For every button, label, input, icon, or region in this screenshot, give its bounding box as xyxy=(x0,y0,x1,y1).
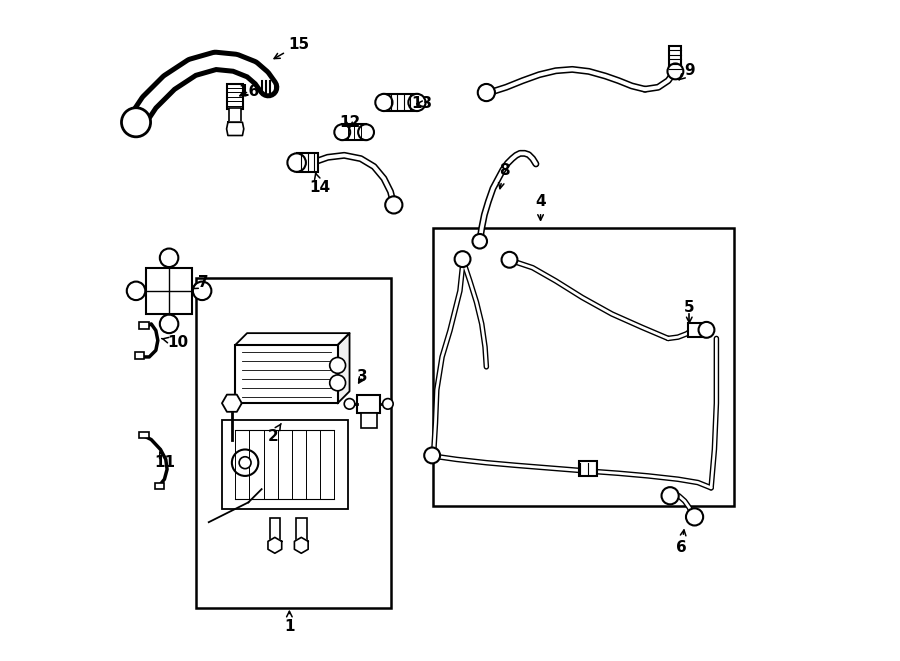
Bar xyxy=(297,153,318,172)
Bar xyxy=(384,94,417,111)
Bar xyxy=(357,395,380,413)
Bar xyxy=(140,322,148,329)
Bar xyxy=(670,46,681,71)
Circle shape xyxy=(287,153,306,172)
Bar xyxy=(434,228,734,506)
Text: 9: 9 xyxy=(679,63,695,80)
Circle shape xyxy=(686,508,703,525)
Text: 16: 16 xyxy=(238,84,260,98)
Circle shape xyxy=(424,447,440,463)
Bar xyxy=(222,420,347,509)
Text: 6: 6 xyxy=(676,530,687,555)
Polygon shape xyxy=(232,403,242,412)
Bar xyxy=(155,483,164,489)
Polygon shape xyxy=(222,395,232,403)
Bar xyxy=(579,461,598,476)
Polygon shape xyxy=(232,395,242,403)
Polygon shape xyxy=(222,403,232,412)
Circle shape xyxy=(344,399,355,409)
Text: 11: 11 xyxy=(154,452,175,470)
Circle shape xyxy=(409,94,426,111)
Polygon shape xyxy=(268,537,282,553)
Circle shape xyxy=(382,399,393,409)
Bar xyxy=(235,345,338,403)
Text: 14: 14 xyxy=(310,173,330,194)
Circle shape xyxy=(375,94,392,111)
Text: 5: 5 xyxy=(684,300,695,323)
Circle shape xyxy=(232,449,258,476)
Circle shape xyxy=(662,487,679,504)
Bar xyxy=(361,413,376,428)
Bar xyxy=(195,278,391,608)
Circle shape xyxy=(698,322,715,338)
Text: 8: 8 xyxy=(499,163,509,188)
Circle shape xyxy=(472,234,487,249)
Bar xyxy=(140,432,148,438)
Circle shape xyxy=(358,124,374,140)
Bar xyxy=(296,518,307,545)
Circle shape xyxy=(193,282,212,300)
Circle shape xyxy=(501,252,518,268)
Text: 1: 1 xyxy=(284,611,294,634)
Circle shape xyxy=(160,315,178,333)
Polygon shape xyxy=(227,122,244,136)
Circle shape xyxy=(329,358,346,373)
Bar xyxy=(688,323,706,337)
Circle shape xyxy=(122,108,150,137)
Circle shape xyxy=(329,375,346,391)
Circle shape xyxy=(239,457,251,469)
Circle shape xyxy=(478,84,495,101)
Text: 15: 15 xyxy=(274,37,310,59)
Circle shape xyxy=(334,124,350,140)
Circle shape xyxy=(385,196,402,214)
Bar xyxy=(135,352,144,359)
Text: 2: 2 xyxy=(267,424,281,444)
Polygon shape xyxy=(294,537,308,553)
Text: 4: 4 xyxy=(536,194,546,220)
Polygon shape xyxy=(227,403,237,412)
Circle shape xyxy=(454,251,471,267)
Bar xyxy=(146,268,193,314)
Bar xyxy=(227,84,243,109)
Bar xyxy=(230,108,241,122)
Text: 7: 7 xyxy=(192,275,209,290)
Circle shape xyxy=(668,63,683,79)
Bar xyxy=(342,124,366,140)
Bar xyxy=(269,518,280,545)
Polygon shape xyxy=(235,333,349,345)
Polygon shape xyxy=(227,395,237,403)
Text: 3: 3 xyxy=(357,369,368,384)
Text: 12: 12 xyxy=(339,115,360,130)
Circle shape xyxy=(160,249,178,267)
Polygon shape xyxy=(338,333,349,403)
Text: 10: 10 xyxy=(162,335,188,350)
Text: 13: 13 xyxy=(411,97,433,111)
Circle shape xyxy=(127,282,145,300)
